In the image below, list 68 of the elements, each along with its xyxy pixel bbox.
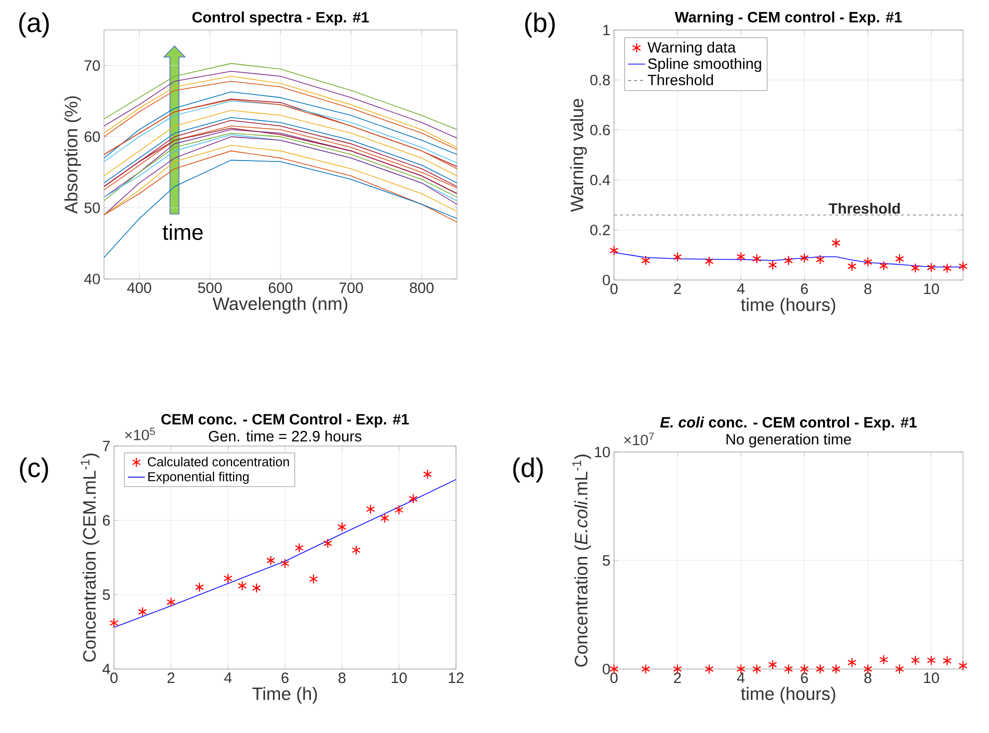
y-axis-title: Concentration (E.coli.mL$^{-1}$) [572,454,592,667]
x-tick-label: 10 [392,672,407,684]
x-tick-label: 6 [282,672,289,684]
x-tick-label: 8 [864,672,872,684]
text: (c) [20,457,48,483]
x-tick-label: 4 [224,672,232,683]
y-tick-label: 0 [602,274,610,286]
y-tick-label: 0.6 [590,124,610,136]
y-tick-label: 5 [102,589,110,600]
x-tick-label: 600 [268,282,292,294]
x-tick-label: 0 [610,672,618,684]
text: (b) [525,12,555,38]
chart-title: CEM conc. - CEM Control - Exp. #1 [161,414,409,428]
y-tick-label: 0.4 [590,174,610,186]
x-tick-label: 10 [924,672,939,684]
y-tick-label: 0.8 [590,74,610,86]
y-tick-label: 40 [84,274,100,284]
x-tick-label: 8 [864,284,872,294]
x-tick-label: 12 [448,672,464,683]
text: (d) [513,457,543,483]
x-tick-label: 4 [737,284,745,294]
y-tick-label: 5 [602,555,610,566]
legend-label: Threshold [648,74,713,86]
y-tick-label: 7 [102,440,110,452]
chart-title: Warning - CEM control - Exp. #1 [674,12,902,26]
x-axis-title: time (hours) [740,686,836,704]
y-tick-label: 60 [84,131,100,142]
y-axis-title: Absorption (%) [64,96,82,214]
x-tick-label: 800 [410,282,434,294]
y-tick-label: 50 [84,202,100,214]
text: ×10$^{5}$ [125,428,155,440]
y-tick-label: 1 [603,24,610,36]
x-tick-label: 2 [674,672,681,683]
x-tick-label: 2 [168,672,174,683]
chart-subtitle: No generation time [726,434,851,448]
x-tick-label: 10 [924,284,939,294]
x-tick-label: 500 [198,282,222,294]
y-tick-label: 70 [84,60,100,71]
x-tick-label: 0 [110,672,118,684]
y-tick-label: 6 [102,515,110,526]
legend-label: Calculated concentration [148,456,289,466]
text: (a) [19,12,49,38]
x-tick-label: 400 [127,282,152,294]
chart-subtitle: Gen. time = 22.9 hours [208,430,362,442]
x-tick-label: 8 [338,672,346,684]
x-tick-label: 6 [800,672,808,684]
x-tick-label: 6 [800,284,808,294]
y-tick-label: 0 [602,664,610,674]
x-tick-label: 0 [610,284,618,294]
y-tick-label: 0.2 [590,224,610,236]
y-tick-label: 4 [102,664,110,674]
y-axis-title: Warning value [570,98,587,212]
annotation: time [162,224,203,240]
y-tick-label: 10 [595,446,610,458]
x-axis-title: Wavelength (nm) [212,296,348,314]
legend-label: Spline smoothing [648,58,762,72]
chart-title: Control spectra - Exp. #1 [192,12,369,26]
legend-label: Warning data [648,42,736,56]
annotation: Threshold [828,202,900,214]
text: ×10$^{7}$ [624,432,654,446]
legend-label: Exponential fitting [148,472,249,484]
y-axis-title: Concentration (CEM.mL$^{-1}$) [80,454,100,662]
x-tick-label: 2 [674,284,681,294]
x-tick-label: 4 [737,672,745,683]
x-axis-title: Time (h) [252,686,317,704]
x-axis-title: time (hours) [740,298,836,315]
chart-title: E. coli conc. - CEM control - Exp. #1 [660,416,917,431]
x-tick-label: 700 [339,282,363,294]
